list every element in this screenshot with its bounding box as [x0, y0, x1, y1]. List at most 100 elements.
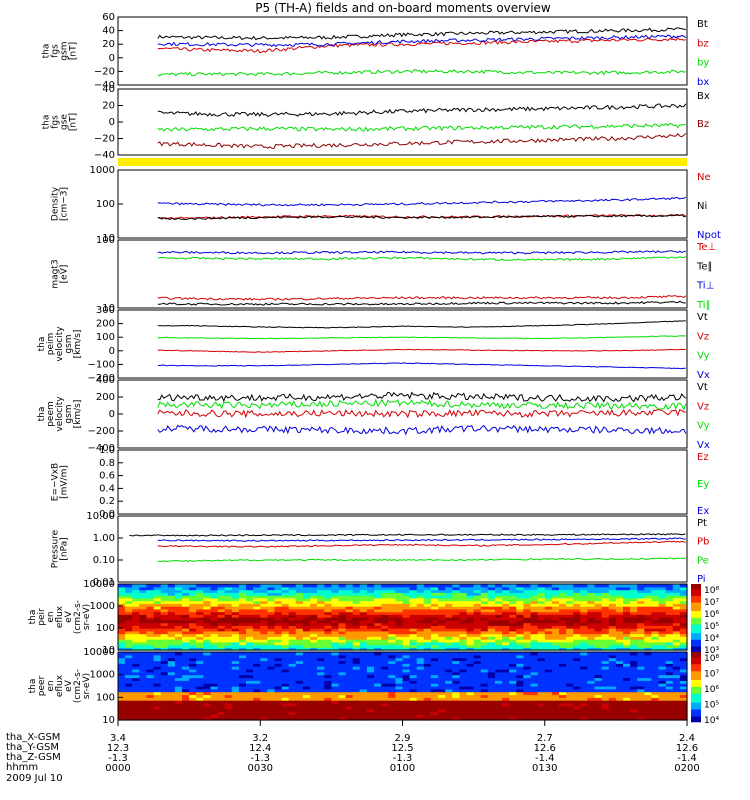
spectrogram-cell — [495, 603, 503, 607]
spectrogram-cell — [537, 597, 546, 602]
spectrogram-cell — [452, 703, 460, 707]
spectrogram-cell — [601, 608, 610, 613]
spectrogram-cell — [665, 592, 674, 596]
spectrogram-cell — [139, 617, 147, 621]
spectrogram-cell — [281, 589, 290, 593]
spectrogram-cell — [623, 644, 631, 648]
spectrogram-cell — [125, 647, 133, 651]
spectrogram-cell — [502, 711, 510, 715]
spectrogram-cell — [601, 683, 610, 687]
spectrogram-cell — [679, 630, 688, 635]
spectrogram-cell — [587, 669, 596, 673]
spectrogram-cell — [459, 700, 468, 704]
spectrogram-cell — [260, 595, 268, 599]
spectrogram-cell — [374, 657, 382, 662]
spectrogram-cell — [516, 586, 524, 591]
spectrogram-cell — [302, 680, 311, 684]
spectrogram-cell — [238, 700, 247, 704]
spectrogram-cell — [182, 614, 190, 618]
spectrogram-cell — [210, 628, 219, 632]
spectrogram-cell — [580, 611, 588, 615]
spectrogram-cell — [203, 644, 211, 648]
spectrogram-cell — [331, 647, 340, 651]
spectrogram-cell — [302, 608, 311, 613]
spectrogram-cell — [274, 586, 283, 591]
spectrogram-cell — [359, 703, 368, 707]
spectrogram-cell — [345, 669, 354, 673]
spectrogram-cell — [573, 608, 581, 613]
spectrogram-cell — [651, 666, 660, 670]
spectrogram-cell — [402, 597, 411, 602]
spectrogram-cell — [594, 677, 603, 681]
colorbar-swatch — [691, 641, 701, 644]
spectrogram-cell — [580, 625, 588, 629]
spectrogram-cell — [238, 636, 247, 640]
spectrogram-cell — [317, 603, 325, 607]
spectrogram-cell — [381, 595, 389, 599]
spectrogram-cell — [473, 677, 482, 681]
spectrogram-cell — [537, 647, 546, 651]
spectrogram-cell — [345, 703, 354, 707]
spectrogram-cell — [253, 584, 261, 588]
spectrogram-cell — [132, 600, 140, 604]
spectrogram-cell — [623, 647, 631, 651]
spectrogram-cell — [523, 705, 532, 710]
spectrogram-cell — [238, 622, 247, 626]
spectrogram-cell — [196, 697, 204, 701]
spectrogram-cell — [388, 622, 396, 626]
spectrogram-cell — [509, 625, 517, 629]
spectrogram-cell — [139, 669, 147, 673]
spectrogram-cell — [331, 671, 340, 676]
y-axis-label: [nPa] — [60, 537, 70, 560]
spectrogram-cell — [359, 608, 368, 613]
spectrogram-cell — [139, 589, 147, 593]
spectrogram-cell — [189, 657, 197, 662]
spectrogram-cell — [423, 660, 432, 664]
spectrogram-cell — [274, 630, 283, 635]
spectrogram-cell — [601, 606, 610, 610]
spectrogram-cell — [295, 700, 304, 704]
spectrogram-cell — [644, 700, 652, 704]
colorbar-swatch — [691, 709, 701, 712]
spectrogram-cell — [495, 592, 503, 596]
colorbar-label: 10³ — [704, 646, 719, 656]
spectrogram-cell — [352, 677, 361, 681]
spectrogram-cell — [623, 677, 631, 681]
spectrogram-cell — [530, 671, 539, 676]
spectrogram-cell — [395, 694, 404, 698]
spectrogram-cell — [430, 633, 439, 637]
spectrogram-cell — [445, 666, 453, 670]
spectrogram-cell — [623, 625, 631, 629]
spectrogram-cell — [516, 705, 524, 710]
spectrogram-cell — [516, 663, 524, 667]
spectrogram-cell — [324, 636, 332, 640]
spectrogram-cell — [246, 686, 254, 690]
spectrogram-cell — [473, 586, 482, 591]
spectrogram-cell — [224, 619, 233, 624]
spectrogram-cell — [594, 630, 603, 635]
spectrogram-cell — [537, 584, 546, 588]
spectrogram-cell — [566, 589, 574, 593]
spectrogram-cell — [430, 589, 439, 593]
spectrogram-cell — [217, 671, 226, 676]
spectrogram-cell — [253, 603, 261, 607]
spectrogram-cell — [189, 647, 197, 651]
spectrogram-cell — [466, 652, 475, 656]
spectrogram-cell — [388, 691, 396, 696]
spectrogram-cell — [466, 619, 475, 624]
spectrogram-cell — [366, 677, 375, 681]
spectrogram-cell — [416, 652, 425, 656]
spectrogram-cell — [423, 636, 432, 640]
spectrogram-cell — [623, 614, 631, 618]
spectrogram-cell — [459, 595, 468, 599]
colorbar-swatch — [691, 693, 701, 697]
spectrogram-cell — [302, 714, 311, 718]
spectrogram-cell — [537, 691, 546, 696]
spectrogram-cell — [118, 584, 126, 588]
spectrogram-cell — [302, 595, 311, 599]
spectrogram-cell — [359, 671, 368, 676]
spectrogram-cell — [608, 686, 617, 690]
spectrogram-cell — [345, 639, 354, 643]
spectrogram-cell — [665, 700, 674, 704]
spectrogram-cell — [324, 674, 332, 679]
